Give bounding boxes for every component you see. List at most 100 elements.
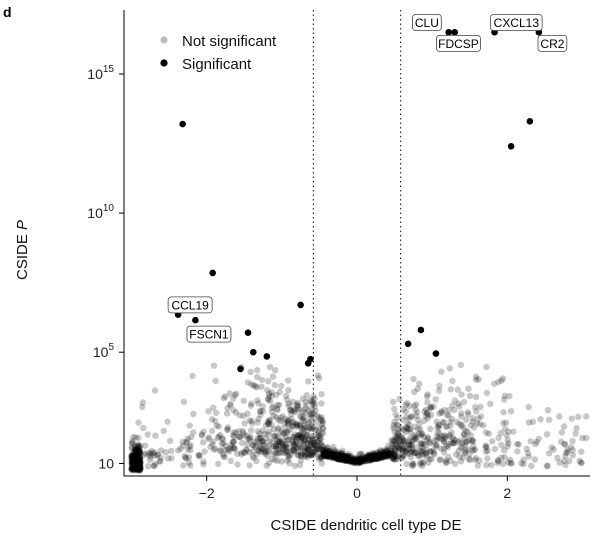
point-not-significant	[324, 450, 331, 457]
point-not-significant	[132, 451, 140, 459]
point-not-significant	[311, 395, 318, 402]
point-not-significant	[310, 437, 317, 445]
point-not-significant	[409, 460, 416, 467]
point-not-significant	[263, 443, 270, 450]
point-not-significant	[187, 442, 194, 449]
point-not-significant	[129, 458, 136, 465]
point-not-significant	[136, 460, 143, 468]
point-not-significant	[446, 406, 453, 414]
point-not-significant	[277, 417, 284, 425]
point-not-significant	[261, 430, 268, 438]
point-not-significant	[134, 449, 142, 457]
point-not-significant	[557, 438, 565, 445]
point-not-significant	[310, 393, 317, 400]
point-not-significant	[359, 455, 366, 462]
point-not-significant	[465, 446, 472, 453]
point-not-significant	[134, 449, 141, 456]
point-not-significant	[399, 452, 406, 459]
point-not-significant	[294, 452, 302, 459]
point-not-significant	[460, 431, 467, 438]
point-not-significant	[402, 447, 410, 454]
point-not-significant	[275, 442, 282, 450]
point-not-significant	[403, 424, 410, 432]
point-not-significant	[295, 432, 302, 439]
point-not-significant	[365, 452, 373, 460]
point-not-significant	[342, 453, 350, 460]
point-not-significant	[136, 464, 143, 471]
point-not-significant	[253, 442, 260, 449]
point-not-significant	[299, 415, 306, 422]
point-not-significant	[423, 449, 430, 457]
point-not-significant	[213, 422, 220, 429]
point-not-significant	[371, 454, 378, 461]
point-not-significant	[274, 405, 281, 412]
point-not-significant	[366, 453, 374, 460]
point-not-significant	[280, 430, 287, 437]
point-not-significant	[262, 448, 269, 455]
point-not-significant	[364, 453, 371, 460]
point-not-significant	[128, 464, 136, 472]
point-not-significant	[470, 443, 477, 450]
point-not-significant	[382, 453, 389, 460]
point-not-significant	[311, 449, 319, 456]
point-not-significant	[177, 445, 184, 452]
point-not-significant	[349, 457, 356, 464]
point-not-significant	[132, 447, 139, 454]
point-not-significant	[371, 454, 379, 461]
point-not-significant	[310, 445, 317, 452]
point-significant	[445, 28, 452, 36]
point-not-significant	[379, 454, 386, 461]
point-significant	[249, 348, 257, 356]
point-not-significant	[333, 455, 340, 462]
point-not-significant	[318, 430, 325, 437]
point-not-significant	[366, 452, 373, 459]
point-not-significant	[279, 444, 286, 452]
point-not-significant	[355, 457, 363, 464]
point-not-significant	[185, 454, 193, 461]
point-not-significant	[300, 435, 308, 443]
point-not-significant	[353, 457, 360, 464]
point-not-significant	[550, 446, 557, 453]
point-not-significant	[367, 455, 374, 462]
point-not-significant	[129, 460, 136, 467]
point-not-significant	[347, 457, 355, 464]
point-not-significant	[310, 439, 318, 447]
point-not-significant	[257, 445, 264, 453]
point-not-significant	[318, 460, 326, 467]
point-not-significant	[370, 453, 377, 460]
point-not-significant	[339, 452, 347, 460]
point-not-significant	[520, 460, 527, 468]
point-not-significant	[327, 450, 334, 458]
point-not-significant	[394, 434, 401, 441]
point-not-significant	[435, 424, 442, 431]
point-not-significant	[361, 458, 369, 465]
point-not-significant	[129, 460, 137, 467]
point-not-significant	[361, 455, 369, 462]
point-not-significant	[294, 445, 301, 452]
point-not-significant	[313, 438, 321, 446]
point-not-significant	[389, 455, 396, 462]
point-not-significant	[304, 446, 312, 453]
point-not-significant	[422, 449, 429, 456]
y-axis-title-italic: P	[14, 220, 31, 230]
point-not-significant	[131, 463, 139, 471]
point-not-significant	[228, 444, 235, 451]
point-not-significant	[331, 454, 338, 461]
point-not-significant	[320, 451, 327, 459]
point-not-significant	[284, 449, 291, 456]
point-not-significant	[284, 457, 291, 464]
point-not-significant	[572, 430, 579, 437]
point-not-significant	[267, 398, 274, 405]
point-not-significant	[132, 449, 139, 457]
point-not-significant	[372, 453, 379, 460]
point-not-significant	[330, 451, 338, 458]
y-tick-label: 105	[93, 342, 115, 360]
point-not-significant	[354, 458, 361, 465]
point-not-significant	[337, 456, 344, 463]
point-not-significant	[378, 448, 385, 455]
point-not-significant	[284, 436, 291, 443]
point-not-significant	[135, 460, 143, 467]
point-not-significant	[195, 451, 202, 459]
point-not-significant	[235, 428, 243, 435]
point-not-significant	[131, 456, 138, 463]
